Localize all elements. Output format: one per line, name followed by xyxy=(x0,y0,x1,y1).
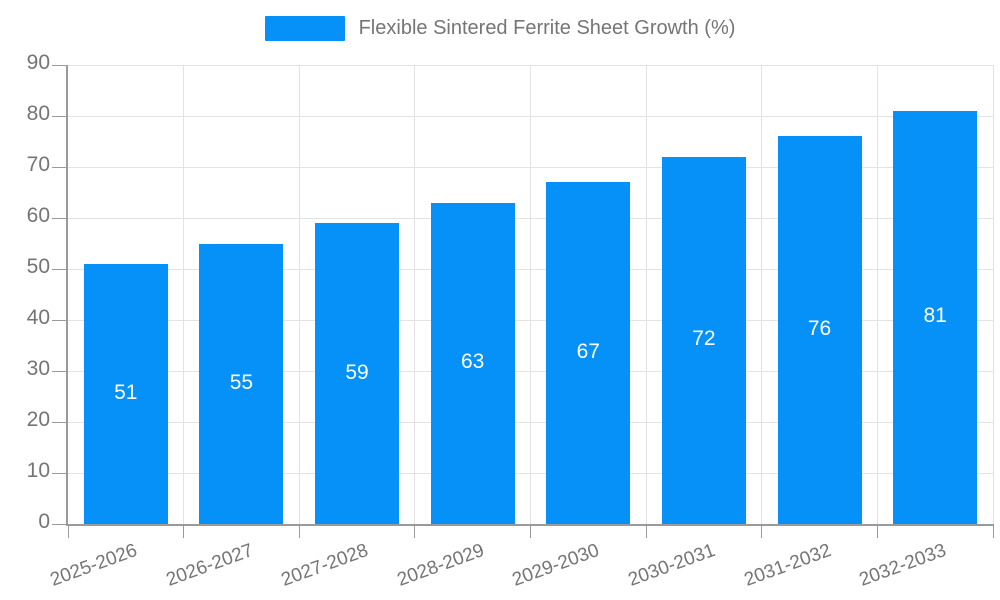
y-tick-label: 10 xyxy=(26,459,50,482)
bar-2032-2033[interactable]: 81 xyxy=(893,110,978,524)
bar-2026-2027[interactable]: 55 xyxy=(199,243,284,524)
x-tick-label: 2027-2028 xyxy=(278,540,372,591)
y-tick xyxy=(52,421,66,423)
v-gridline xyxy=(183,65,185,524)
x-tick xyxy=(876,524,878,538)
bar-2031-2032[interactable]: 76 xyxy=(777,136,862,524)
bar-2030-2031[interactable]: 72 xyxy=(661,156,746,524)
bar-2028-2029[interactable]: 63 xyxy=(430,202,515,524)
y-tick xyxy=(52,319,66,321)
v-gridline xyxy=(645,65,647,524)
x-tick-label: 2031-2032 xyxy=(741,540,834,591)
y-tick-label: 50 xyxy=(26,255,50,278)
x-tick-label: 2030-2031 xyxy=(625,540,719,591)
y-tick-label: 30 xyxy=(26,357,50,380)
y-tick xyxy=(52,268,66,270)
x-tick xyxy=(298,524,300,538)
v-gridline xyxy=(876,65,878,524)
v-gridline xyxy=(761,65,763,524)
x-tick xyxy=(645,524,647,538)
bar-2027-2028[interactable]: 59 xyxy=(315,223,400,524)
legend-swatch[interactable] xyxy=(264,16,345,41)
x-tick-label: 2025-2026 xyxy=(47,540,140,591)
x-tick-label: 2029-2030 xyxy=(509,540,603,591)
y-tick xyxy=(52,217,66,219)
bar-value-label: 59 xyxy=(345,360,369,384)
x-tick xyxy=(761,524,763,538)
x-tick xyxy=(530,524,531,538)
bar-2025-2026[interactable]: 51 xyxy=(83,263,168,524)
y-tick-label: 40 xyxy=(26,306,50,329)
x-tick xyxy=(414,524,416,538)
x-tick-label: 2028-2029 xyxy=(394,540,487,591)
bar-value-label: 81 xyxy=(923,304,947,328)
y-tick-label: 90 xyxy=(26,51,50,74)
v-gridline xyxy=(298,65,300,524)
x-tick-label: 2032-2033 xyxy=(856,540,950,591)
x-tick-label: 2026-2027 xyxy=(163,540,256,591)
y-axis-line xyxy=(66,65,68,524)
bar-value-label: 55 xyxy=(229,370,254,394)
y-tick-label: 0 xyxy=(38,510,50,533)
bar-2029-2030[interactable]: 67 xyxy=(546,182,631,524)
y-tick xyxy=(52,166,66,168)
y-tick xyxy=(52,523,66,525)
bar-value-label: 51 xyxy=(114,380,138,404)
x-tick xyxy=(992,524,994,538)
bar-value-label: 72 xyxy=(692,327,716,351)
v-gridline xyxy=(530,65,531,524)
y-tick xyxy=(52,64,66,66)
v-gridline xyxy=(992,65,994,524)
bar-value-label: 76 xyxy=(807,317,832,341)
y-tick-label: 60 xyxy=(26,204,50,227)
y-tick-label: 70 xyxy=(26,153,50,176)
v-gridline xyxy=(414,65,416,524)
bar-value-label: 67 xyxy=(576,340,600,364)
y-tick xyxy=(52,472,66,474)
y-tick-label: 80 xyxy=(26,102,50,125)
x-tick xyxy=(183,524,185,538)
y-tick-label: 20 xyxy=(26,408,50,431)
plot-area: 51 55 59 63 67 72 76 81 2025-2026 2026-2027 2027-… xyxy=(47,64,994,591)
y-tick xyxy=(52,115,66,117)
y-tick xyxy=(52,370,66,372)
bar-value-label: 63 xyxy=(461,350,485,374)
legend[interactable]: Flexible Sintered Ferrite Sheet Growth (… xyxy=(0,16,1000,41)
legend-label[interactable]: Flexible Sintered Ferrite Sheet Growth (… xyxy=(358,17,736,39)
x-tick xyxy=(67,524,69,538)
x-axis-line xyxy=(66,524,993,526)
